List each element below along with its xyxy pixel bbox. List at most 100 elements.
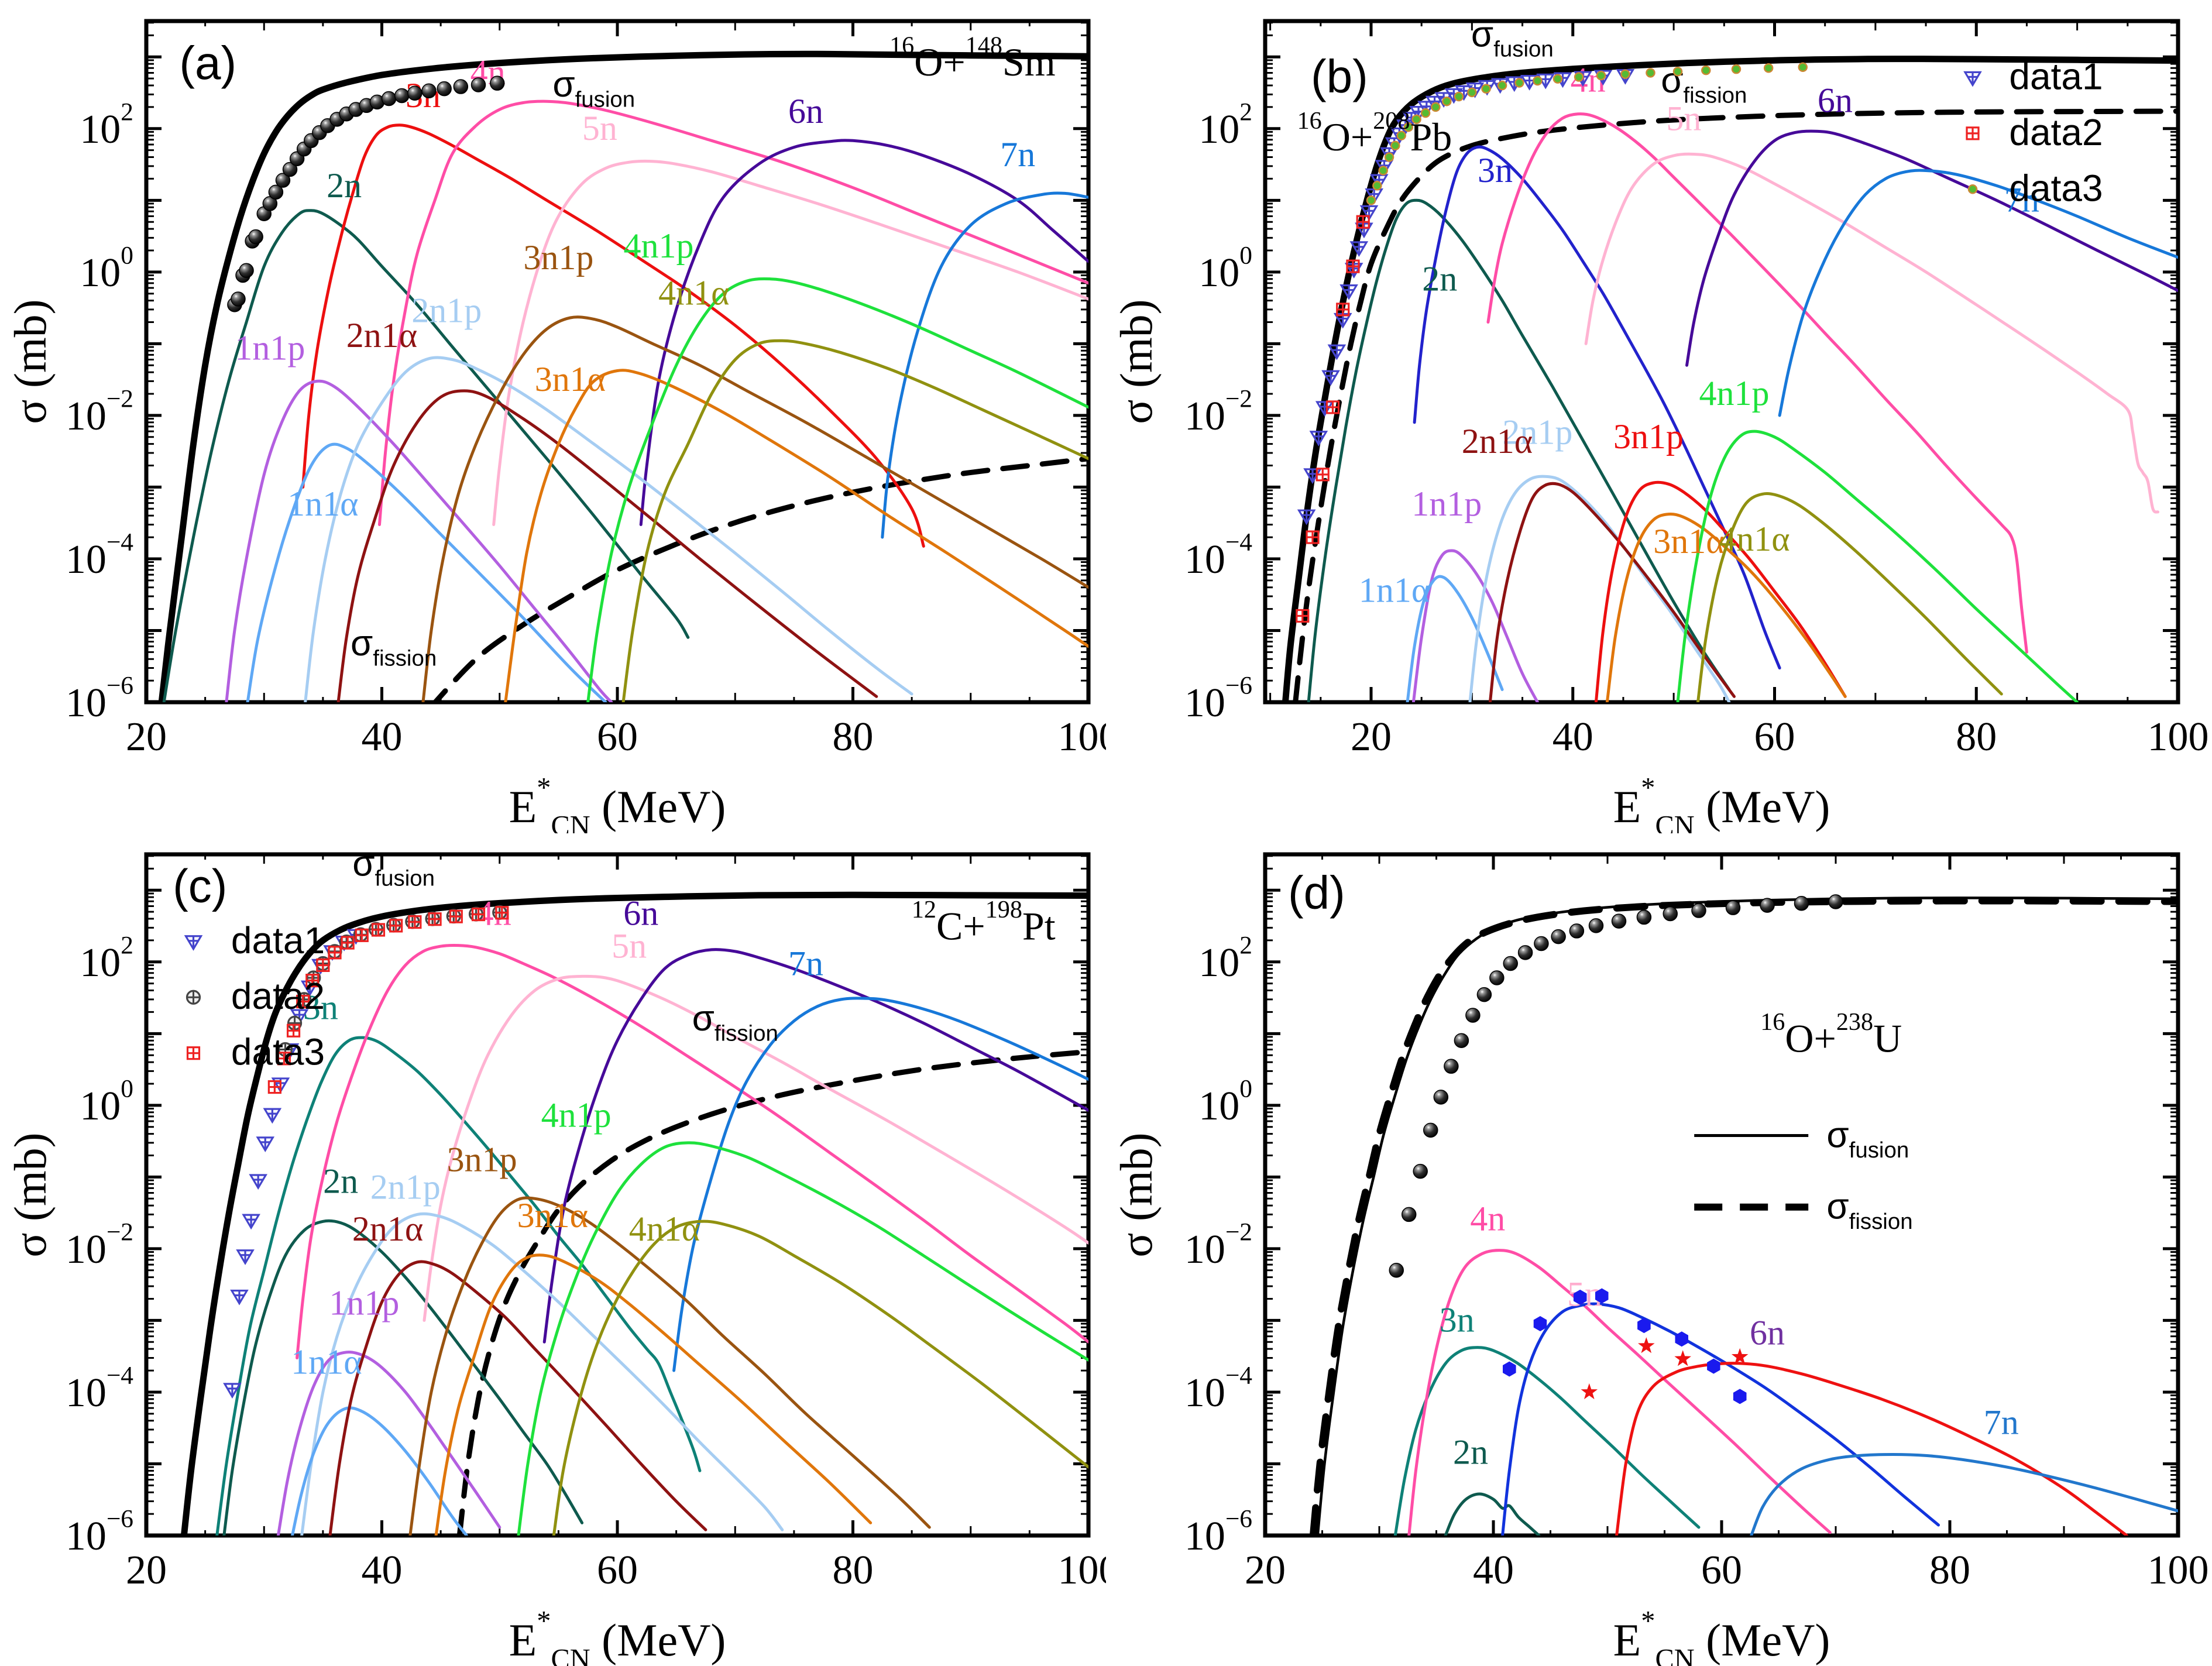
minor-ticks — [146, 21, 1088, 702]
curve-label-3n1a: 3n1α — [535, 360, 606, 399]
curves — [1309, 896, 2178, 1536]
legend-label: data3 — [2009, 167, 2103, 209]
svg-text:10−6: 10−6 — [66, 672, 133, 726]
legend-label: data1 — [231, 919, 325, 961]
annotation-0: σfusion — [552, 64, 635, 112]
curve-label-4n1p: 4n1p — [1699, 374, 1770, 413]
curve-label-7n: 7n — [1984, 1403, 2019, 1442]
x-tick-labels: 20 40 60 80 100 — [1245, 1548, 2209, 1593]
curve-fusion — [180, 891, 1088, 1536]
legend: data1 data2 data3 — [184, 919, 325, 1073]
reaction-label: 16O+148Sm — [889, 32, 1056, 84]
curve-label-2n1p: 2n1p — [1502, 413, 1572, 452]
legend: data1 data2 data3 — [1963, 55, 2103, 209]
curve-label-7n: 7n — [1000, 135, 1035, 174]
dataset-expt — [1389, 894, 1843, 1278]
curve-label-2n1p: 2n1p — [411, 291, 482, 329]
svg-text:40: 40 — [1552, 715, 1593, 760]
curve-2n1a — [1488, 482, 1736, 702]
svg-text:100: 100 — [1058, 715, 1107, 760]
svg-text:10−2: 10−2 — [1184, 384, 1252, 439]
curve-4n1p — [586, 277, 1088, 702]
curve-3n — [1393, 1346, 1701, 1536]
curve-3n1a — [434, 1253, 873, 1536]
svg-text:10−2: 10−2 — [1184, 1218, 1252, 1272]
curve-label-2n1a: 2n1α — [346, 316, 417, 355]
curve-2n1p — [300, 1212, 784, 1536]
svg-text:20: 20 — [126, 1548, 167, 1593]
curve-2n — [162, 209, 690, 702]
svg-text:100: 100 — [1058, 1548, 1107, 1593]
curve-1n1a — [1406, 575, 1504, 702]
legend: σfusion σfission — [1694, 1115, 1913, 1234]
reaction-label: 16O+208Pb — [1297, 107, 1452, 159]
curve-3n — [301, 123, 925, 548]
curve-4n1p — [1676, 430, 2079, 702]
y-axis-title: σ (mb) — [1111, 1132, 1162, 1257]
curve-label-4n1p: 4n1p — [623, 226, 693, 265]
curve-label-3n1p: 3n1p — [523, 238, 593, 277]
curve-fusion — [158, 50, 1088, 702]
dataset-hexagons — [1503, 1288, 1747, 1404]
y-tick-labels: 102 100 10−2 10−4 10−6 — [66, 931, 133, 1559]
y-axis-title: σ (mb) — [5, 1132, 56, 1257]
curve-labels: 2n3n4n5n6n7n2n1p1n1p1n1α2n1α3n1p3n1α4n1p… — [291, 894, 823, 1381]
y-tick-labels: 102 100 10−2 10−4 10−6 — [1184, 98, 1252, 726]
panel-tag: (d) — [1288, 867, 1345, 919]
curve-2n1a — [328, 1260, 707, 1536]
svg-text:102: 102 — [80, 931, 133, 985]
curve-6n — [1615, 1362, 2128, 1536]
curve-1n1a — [291, 1406, 468, 1536]
curve-label-2n1a: 2n1α — [352, 1210, 423, 1248]
curve-fission — [456, 1049, 1088, 1536]
curve-6n — [542, 948, 1088, 1344]
minor-ticks — [146, 854, 1088, 1536]
curve-label-4n1a: 4n1α — [629, 1210, 700, 1248]
curve-fission — [431, 456, 1088, 702]
curve-1n1a — [246, 442, 607, 702]
curve-2n — [222, 1219, 584, 1536]
svg-text:80: 80 — [833, 1548, 874, 1593]
annotation-1: σfission — [1661, 60, 1747, 108]
curve-6n — [1685, 129, 2178, 367]
svg-text:10−6: 10−6 — [66, 1505, 133, 1559]
curve-3n1a — [1605, 512, 1847, 702]
svg-text:80: 80 — [1956, 715, 1997, 760]
panel-c-chart: 20 40 60 80 100 102 100 10−2 10−4 10−6 E*CN (MeV) σ… — [5, 843, 1107, 1666]
curve-3n1p — [421, 315, 1088, 702]
major-ticks — [1263, 854, 2180, 1537]
legend-label: data1 — [2009, 55, 2103, 97]
curve-label-2n: 2n — [327, 166, 362, 205]
curve-label-2n1p: 2n1p — [370, 1167, 441, 1206]
svg-text:100: 100 — [2148, 1548, 2209, 1593]
panel-tag: (c) — [173, 860, 227, 912]
y-tick-labels: 102 100 10−2 10−4 10−6 — [66, 98, 133, 726]
legend-label: σfission — [1826, 1187, 1912, 1234]
curve-label-3n1a: 3n1α — [517, 1196, 588, 1235]
svg-text:102: 102 — [1198, 931, 1252, 985]
svg-text:20: 20 — [1245, 1548, 1286, 1593]
minor-ticks — [1265, 854, 2178, 1536]
curve-2n1p — [1468, 475, 1731, 702]
curve-5n — [1584, 152, 2159, 514]
curve-3n1p — [1594, 480, 1847, 702]
curve-4n1a — [552, 1220, 1088, 1536]
curve-label-1n1a: 1n1α — [287, 485, 358, 523]
curve-label-5n: 5n — [612, 926, 647, 965]
curve-4n — [377, 99, 1088, 526]
svg-text:60: 60 — [1754, 715, 1795, 760]
curve-label-6n: 6n — [788, 92, 823, 130]
curve-2n — [1307, 198, 1731, 702]
panel-tag: (a) — [179, 37, 236, 89]
curve-label-2n: 2n — [1453, 1433, 1488, 1471]
legend-label: data2 — [2009, 111, 2103, 153]
panel-d-chart: 20 40 60 80 100 102 100 10−2 10−4 10−6 E*CN (MeV) σ… — [1111, 852, 2209, 1666]
svg-text:60: 60 — [597, 1548, 638, 1593]
curve-label-6n: 6n — [1818, 81, 1853, 120]
curve-label-4n1a: 4n1α — [658, 274, 729, 312]
svg-text:102: 102 — [1198, 98, 1252, 152]
curve-label-4n1a: 4n1α — [1719, 520, 1789, 558]
